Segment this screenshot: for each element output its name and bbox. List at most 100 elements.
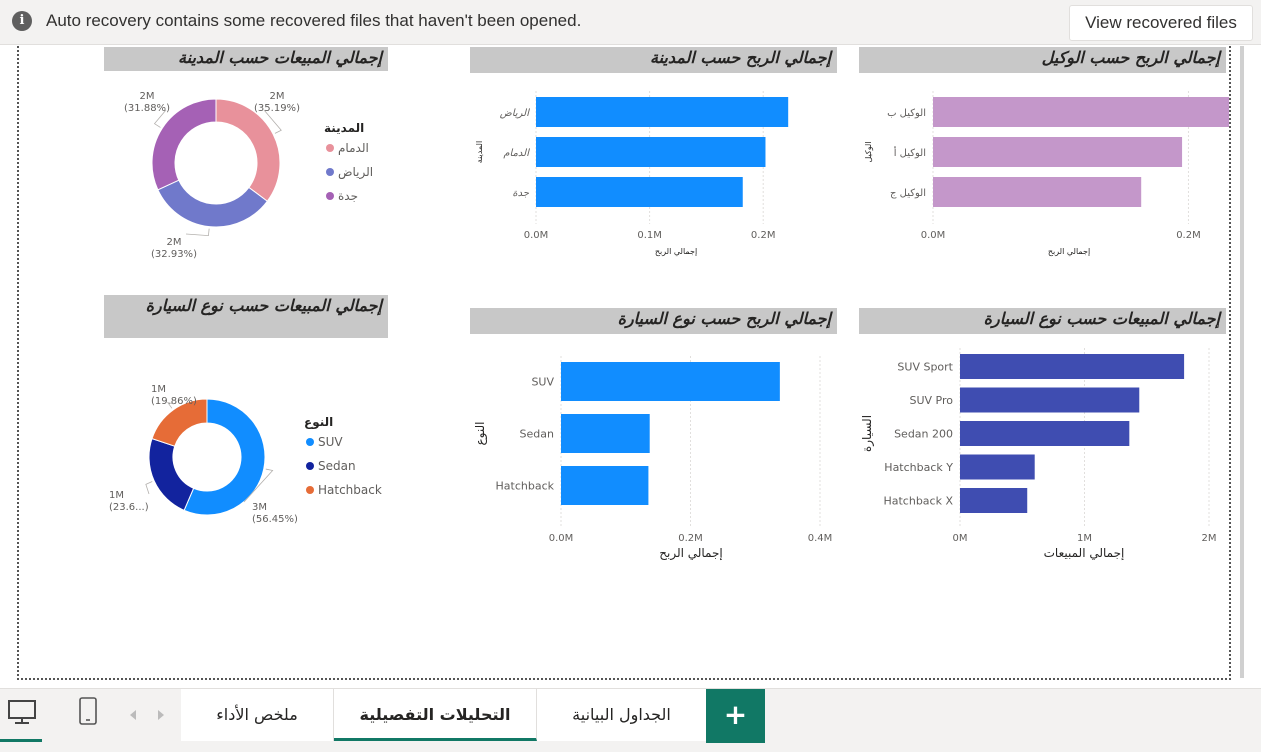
- legend-title: المدينة: [324, 121, 364, 135]
- bar-1[interactable]: [536, 137, 766, 167]
- bar-2[interactable]: [536, 177, 743, 207]
- bar-chart-profit-by-car[interactable]: 0.0M 0.2M 0.4M SUV Sedan Hatchback إجمالي الرب…: [470, 340, 840, 570]
- slice-percent-label: (19.86%): [151, 396, 197, 407]
- slice-value-label: 1M: [151, 384, 166, 395]
- bar-2[interactable]: [960, 421, 1130, 446]
- bar-chart-profit-by-city[interactable]: 0.0M 0.1M 0.2M الرياض الدمام جدة إجمالي الربح ا…: [470, 80, 840, 260]
- recovery-message: Auto recovery contains some recovered fi…: [46, 11, 582, 30]
- x-axis-label: إجمالي الربح: [1048, 247, 1090, 257]
- y-axis-label: النوع: [473, 422, 488, 446]
- x-tick-label: 0.4M: [808, 533, 833, 544]
- slice-leader-line: [263, 109, 282, 134]
- y-category-label: الوكيل ب: [887, 108, 926, 119]
- y-category-label: جدة: [512, 188, 529, 199]
- chevron-left-icon: [130, 710, 136, 720]
- bar-0[interactable]: [561, 362, 780, 401]
- tab-data-tables[interactable]: الجداول البيانية: [537, 689, 707, 741]
- bar-3[interactable]: [960, 454, 1035, 480]
- slice-leader-line: [166, 402, 175, 409]
- y-category-label: الرياض: [500, 108, 530, 119]
- add-page-button[interactable]: +: [706, 689, 765, 743]
- bar-1[interactable]: [960, 387, 1140, 413]
- legend-marker: [306, 486, 314, 494]
- slice-value-label: 3M: [252, 502, 267, 513]
- info-icon: i: [12, 11, 32, 31]
- y-category-label: الوكيل أ: [894, 146, 926, 159]
- donut-slice-0[interactable]: [183, 398, 266, 516]
- slice-leader-line: [185, 228, 210, 237]
- slice-percent-label: (23.6...): [109, 502, 149, 513]
- x-tick-label: 0.2M: [1176, 230, 1201, 241]
- legend-item: Hatchback: [318, 483, 382, 497]
- legend-title: النوع: [304, 415, 333, 430]
- y-category-label: Sedan 200: [894, 428, 953, 441]
- slice-percent-label: (35.19%): [254, 103, 300, 114]
- slice-leader-line: [243, 468, 274, 503]
- slice-percent-label: (32.93%): [151, 249, 197, 260]
- bar-0[interactable]: [536, 97, 789, 127]
- y-category-label: SUV Sport: [897, 361, 953, 374]
- slice-value-label: 2M: [167, 237, 182, 248]
- legend-marker: [326, 144, 334, 152]
- title-sales-by-model: إجمالي المبيعات حسب نوع السيارة: [859, 308, 1226, 334]
- donut-chart-sales-by-car[interactable]: 3M(56.45%)1M(23.6...)1M(19.86%)النوعSUVS…: [104, 376, 404, 536]
- title-sales-by-city: إجمالي المبيعات حسب المدينة: [104, 47, 388, 71]
- scroll-tabs-left-button[interactable]: [124, 703, 142, 727]
- bar-chart-profit-by-agent[interactable]: 0.0M 0.2M الوكيل ب الوكيل أ الوكيل ج إجمالي ا…: [859, 80, 1229, 260]
- y-category-label: الوكيل ج: [890, 188, 926, 199]
- x-axis-label: إجمالي المبيعات: [1044, 546, 1125, 560]
- desktop-view-button[interactable]: [0, 689, 42, 742]
- title-profit-by-agent: إجمالي الربح حسب الوكيل: [859, 47, 1226, 73]
- scroll-tabs-right-button[interactable]: [152, 703, 170, 727]
- legend-item: Sedan: [318, 459, 356, 473]
- title-profit-by-car: إجمالي الربح حسب نوع السيارة: [470, 308, 837, 334]
- donut-slice-0[interactable]: [215, 98, 281, 202]
- legend-marker: [326, 168, 334, 176]
- x-axis-label: إجمالي الربح: [659, 546, 723, 561]
- tab-performance-summary[interactable]: ملخص الأداء: [181, 689, 334, 741]
- bar-0[interactable]: [933, 97, 1229, 127]
- x-tick-label: 0.2M: [678, 533, 703, 544]
- donut-slice-1[interactable]: [148, 437, 195, 511]
- slice-value-label: 2M: [140, 91, 155, 102]
- donut-slice-2[interactable]: [151, 398, 208, 447]
- x-tick-label: 0.0M: [549, 533, 574, 544]
- donut-slice-2[interactable]: [151, 98, 217, 191]
- bar-1[interactable]: [933, 137, 1183, 167]
- y-axis-label: المدينة: [475, 141, 484, 163]
- y-axis-label: الوكيل: [864, 141, 873, 162]
- tab-detailed-analytics[interactable]: التحليلات التفصيلية: [334, 689, 537, 741]
- donut-chart-sales-by-city[interactable]: 2M(35.19%)2M(32.93%)2M(31.88%)المدينةالد…: [104, 80, 404, 260]
- slice-leader-line: [153, 109, 167, 128]
- bar-chart-sales-by-model[interactable]: 0M 1M 2M SUV Sport SUV Pro Sedan 200 Hatchback…: [859, 340, 1229, 570]
- bar-1[interactable]: [561, 414, 650, 453]
- legend-marker: [306, 462, 314, 470]
- bar-4[interactable]: [960, 488, 1028, 513]
- y-category-label: Hatchback Y: [884, 461, 953, 474]
- legend-item: جدة: [338, 189, 358, 203]
- y-category-label: Hatchback: [496, 480, 555, 493]
- y-category-label: SUV: [531, 376, 554, 389]
- y-category-label: الدمام: [503, 148, 530, 159]
- x-tick-label: 0.1M: [637, 230, 662, 241]
- x-tick-label: 0.0M: [524, 230, 549, 241]
- legend-item: الرياض: [338, 165, 373, 180]
- mobile-view-button[interactable]: [68, 689, 108, 739]
- y-category-label: Hatchback X: [883, 495, 953, 508]
- bar-2[interactable]: [933, 177, 1142, 207]
- slice-leader-line: [145, 481, 153, 495]
- recovery-banner: i Auto recovery contains some recovered …: [0, 0, 1261, 45]
- phone-icon: [79, 697, 97, 725]
- view-recovered-files-button[interactable]: View recovered files: [1069, 5, 1253, 41]
- vertical-scrollbar[interactable]: [1240, 46, 1244, 678]
- x-tick-label: 0M: [953, 533, 968, 544]
- x-axis-label: إجمالي الربح: [655, 247, 697, 257]
- title-sales-by-car: إجمالي المبيعات حسب نوع السيارة: [104, 295, 388, 338]
- legend-item: الدمام: [338, 141, 369, 155]
- slice-percent-label: (31.88%): [124, 103, 170, 114]
- legend-marker: [306, 438, 314, 446]
- bar-0[interactable]: [960, 354, 1185, 379]
- bar-2[interactable]: [561, 466, 649, 505]
- y-category-label: Sedan: [520, 428, 554, 441]
- report-canvas: [17, 46, 1231, 680]
